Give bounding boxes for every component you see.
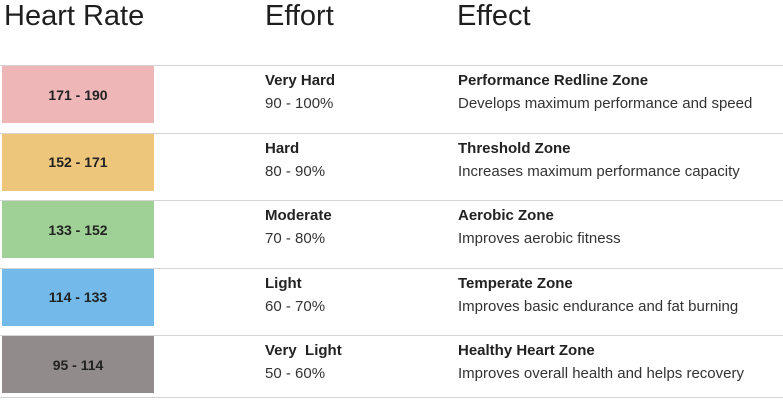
heart-rate-cell: 114 - 133 bbox=[2, 268, 154, 326]
heart-rate-cell: 133 - 152 bbox=[2, 201, 154, 258]
effort: Moderate bbox=[265, 207, 332, 224]
heart-rate-cell: 171 - 190 bbox=[2, 66, 154, 123]
header: Effect bbox=[457, 0, 531, 32]
header: Effort bbox=[265, 0, 334, 32]
effort: Very Hard bbox=[265, 72, 336, 89]
heart-rate-cell: 95 - 114 bbox=[2, 336, 154, 393]
effort-percent: 70 - 80% bbox=[265, 230, 326, 247]
effect: Healthy Heart Zone bbox=[458, 342, 595, 359]
row-divider bbox=[0, 396, 783, 398]
effort-percent: 80 - 90% bbox=[265, 162, 326, 180]
effect-description: Improves overall health and helps recove… bbox=[458, 365, 744, 382]
effort: Light bbox=[265, 274, 302, 292]
effort: Hard bbox=[265, 139, 300, 157]
effort-percent: 90 - 100% bbox=[265, 95, 334, 112]
effort: Very Light bbox=[265, 342, 342, 359]
effect-description: Develops maximum performance and speed bbox=[458, 95, 753, 112]
effort-percent: 50 - 60% bbox=[265, 365, 326, 382]
effect: Threshold Zone bbox=[458, 139, 571, 157]
row-divider bbox=[0, 65, 783, 66]
row-divider bbox=[0, 132, 783, 134]
row-divider bbox=[0, 200, 783, 201]
heart-rate-cell: 152 - 171 bbox=[2, 133, 154, 191]
effect-description: Increases maximum performance capacity bbox=[458, 162, 740, 180]
effect: Temperate Zone bbox=[458, 274, 573, 292]
header: Heart Rate bbox=[4, 0, 145, 32]
row-divider bbox=[0, 267, 783, 269]
effect: Aerobic Zone bbox=[458, 207, 554, 224]
effort-percent: 60 - 70% bbox=[265, 297, 326, 315]
effect: Performance Redline Zone bbox=[458, 72, 649, 89]
effect-description: Improves aerobic fitness bbox=[458, 230, 621, 247]
row-divider bbox=[0, 335, 783, 336]
effect-description: Improves basic endurance and fat burning bbox=[458, 297, 739, 315]
